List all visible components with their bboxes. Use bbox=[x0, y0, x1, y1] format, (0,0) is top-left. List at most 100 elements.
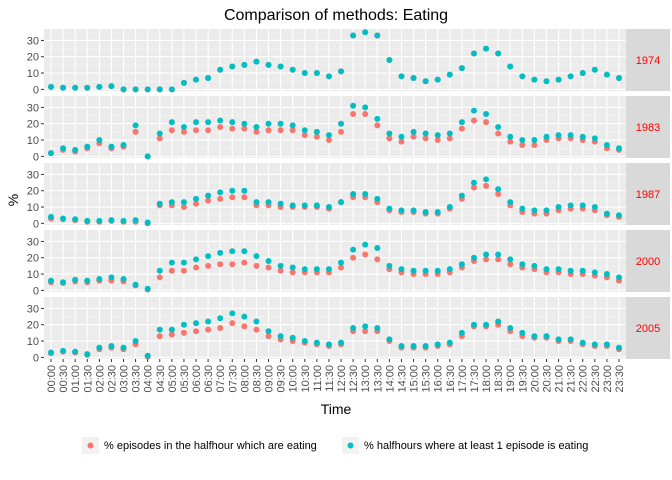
data-point bbox=[72, 348, 79, 355]
data-point bbox=[313, 266, 320, 273]
x-tick-label: 02:30 bbox=[106, 365, 118, 393]
data-point bbox=[458, 125, 465, 132]
data-point bbox=[519, 329, 526, 336]
x-tick-label: 08:00 bbox=[239, 365, 251, 393]
data-point bbox=[156, 326, 163, 333]
data-point bbox=[48, 277, 54, 284]
data-point bbox=[217, 124, 224, 130]
y-tick-label: 20 bbox=[27, 52, 39, 64]
data-point bbox=[120, 86, 127, 93]
data-point bbox=[144, 352, 151, 359]
data-point bbox=[120, 344, 127, 351]
data-point bbox=[495, 186, 502, 193]
y-tick-label: 10 bbox=[27, 135, 39, 147]
data-point bbox=[301, 202, 308, 209]
data-point bbox=[579, 202, 586, 209]
legend-label: % episodes in the halfhour which are eat… bbox=[104, 440, 317, 452]
data-point bbox=[458, 329, 465, 336]
data-point bbox=[362, 29, 369, 36]
data-point bbox=[398, 207, 405, 214]
x-tick-label: 04:30 bbox=[155, 365, 167, 393]
x-tick-label: 10:00 bbox=[288, 365, 300, 393]
legend-marker bbox=[347, 442, 354, 449]
data-point bbox=[374, 32, 381, 39]
data-point bbox=[168, 259, 175, 266]
data-point bbox=[616, 74, 622, 81]
x-tick-label: 07:30 bbox=[227, 365, 239, 393]
data-point bbox=[495, 191, 502, 197]
data-point bbox=[325, 266, 332, 273]
data-point bbox=[277, 63, 284, 70]
data-point bbox=[325, 204, 332, 211]
data-point bbox=[458, 192, 465, 199]
data-point bbox=[398, 138, 405, 145]
data-point bbox=[374, 325, 381, 331]
panel-background bbox=[44, 297, 626, 359]
data-point bbox=[398, 342, 405, 349]
data-point bbox=[108, 342, 115, 349]
data-point bbox=[507, 325, 514, 331]
data-point bbox=[338, 199, 345, 206]
data-point bbox=[180, 124, 187, 130]
data-point bbox=[374, 256, 381, 263]
data-point bbox=[180, 79, 187, 86]
data-point bbox=[507, 138, 514, 145]
y-tick-label: 10 bbox=[27, 68, 39, 80]
data-point bbox=[168, 127, 175, 134]
x-tick-label: 08:30 bbox=[251, 365, 263, 393]
data-point bbox=[277, 120, 284, 127]
x-tick-label: 23:30 bbox=[614, 365, 626, 393]
data-point bbox=[325, 73, 332, 80]
data-point bbox=[567, 73, 574, 80]
data-point bbox=[72, 276, 79, 283]
data-point bbox=[603, 210, 610, 217]
data-point bbox=[96, 217, 103, 224]
data-point bbox=[156, 200, 163, 207]
panel-background bbox=[44, 29, 626, 91]
data-point bbox=[96, 344, 103, 351]
y-tick-label: 0 bbox=[33, 285, 39, 297]
data-point bbox=[156, 267, 163, 274]
data-point bbox=[410, 342, 417, 349]
data-point bbox=[350, 191, 357, 197]
data-point bbox=[301, 132, 308, 139]
panel-2000: 0 10 20 30 2000 bbox=[27, 230, 670, 297]
data-point bbox=[410, 128, 417, 135]
data-point bbox=[289, 127, 296, 134]
data-point bbox=[591, 269, 598, 276]
data-point bbox=[253, 199, 260, 206]
data-point bbox=[253, 318, 260, 325]
x-tick-label: 21:30 bbox=[566, 365, 578, 393]
data-point bbox=[470, 184, 477, 191]
data-point bbox=[217, 189, 224, 196]
data-point bbox=[434, 267, 441, 274]
data-point bbox=[350, 246, 357, 253]
x-tick-label: 19:30 bbox=[517, 365, 529, 393]
data-point bbox=[495, 318, 502, 325]
data-point bbox=[265, 328, 272, 335]
data-point bbox=[217, 325, 224, 331]
x-tick-label: 04:00 bbox=[143, 365, 155, 393]
data-point bbox=[543, 78, 550, 85]
data-point bbox=[446, 135, 453, 142]
data-point bbox=[253, 262, 260, 269]
data-point bbox=[616, 344, 622, 351]
y-tick-label: 0 bbox=[33, 218, 39, 230]
data-point bbox=[483, 256, 490, 263]
data-point bbox=[483, 321, 490, 328]
data-point bbox=[410, 267, 417, 274]
data-point bbox=[72, 216, 79, 223]
data-point bbox=[567, 132, 574, 139]
data-point bbox=[180, 204, 187, 211]
data-point bbox=[422, 130, 429, 137]
y-tick-label: 20 bbox=[27, 119, 39, 131]
data-point bbox=[398, 73, 405, 80]
x-tick-label: 17:00 bbox=[457, 365, 469, 393]
data-point bbox=[205, 318, 212, 325]
facet-strip-label: 2000 bbox=[636, 256, 660, 268]
data-point bbox=[410, 133, 417, 140]
data-point bbox=[217, 117, 224, 124]
x-tick-label: 10:30 bbox=[300, 365, 312, 393]
data-point bbox=[446, 130, 453, 137]
